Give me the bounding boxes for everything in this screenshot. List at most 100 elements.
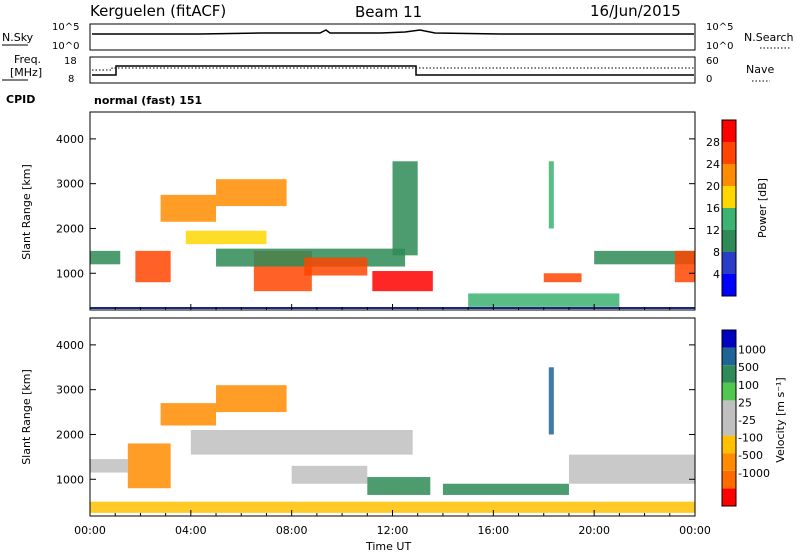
colorbar-segment	[722, 120, 736, 142]
colorbar-segment	[722, 400, 736, 418]
heatmap-cell	[548, 367, 554, 435]
colorbar-segment	[722, 470, 736, 489]
heatmap-cell	[160, 194, 217, 222]
colorbar-tick-label: 16	[706, 202, 720, 215]
x-tick-label: 20:00	[578, 524, 610, 537]
power-axis: 1000 2000 3000 4000	[56, 133, 696, 310]
heatmap-cell	[190, 429, 413, 455]
colorbar-segment	[722, 347, 736, 366]
colorbar-segment	[722, 274, 736, 296]
heatmap-cell	[568, 454, 695, 484]
heatmap-cell	[392, 161, 418, 256]
heatmap-cell	[468, 293, 620, 307]
time-axis: 00:00 04:00 08:00 12:00 16:00 20:00 00:00	[74, 524, 711, 537]
freq-right-tick-bottom: 0	[706, 74, 712, 85]
heatmap-cell	[304, 257, 368, 276]
nsky-left-tick-bottom: 10^0	[52, 41, 79, 52]
y-tick-label: 1000	[56, 267, 84, 280]
power-heatmap	[90, 161, 695, 309]
x-tick-label: 08:00	[276, 524, 308, 537]
freq-left-tick-bottom: 8	[68, 74, 74, 85]
x-tick-label: 04:00	[175, 524, 207, 537]
power-y-axis-label: Slant Range [km]	[20, 164, 33, 260]
heatmap-cell	[543, 273, 582, 283]
y-tick-label: 4000	[56, 133, 84, 146]
y-tick-label: 2000	[56, 428, 84, 441]
nsky-trace	[92, 29, 694, 35]
beam-title: Beam 11	[355, 3, 422, 21]
colorbar-tick-label: 20	[706, 180, 720, 193]
heatmap-cell	[291, 465, 368, 484]
colorbar-tick-label: 8	[713, 246, 720, 259]
heatmap-cell	[216, 179, 287, 207]
x-axis-label: Time UT	[365, 540, 411, 553]
colorbar-tick-label: 25	[738, 396, 752, 409]
x-tick-label: 00:00	[74, 524, 106, 537]
y-tick-label: 3000	[56, 178, 84, 191]
nave-label: Nave	[746, 63, 774, 76]
velocity-colorbar-label: Velocity [m s⁻¹]	[774, 377, 787, 462]
heatmap-cell	[185, 230, 267, 245]
colorbar-frame	[721, 329, 737, 507]
colorbar-segment	[722, 488, 736, 506]
colorbar-tick-label: 100	[738, 379, 759, 392]
nsky-right-tick-bottom: 10^0	[706, 41, 733, 52]
colorbar-segment	[722, 142, 736, 164]
velocity-y-axis-label: Slant Range [km]	[20, 369, 33, 465]
colorbar-tick-label: -100	[738, 432, 763, 445]
colorbar-tick-label: 28	[706, 136, 720, 149]
colorbar-tick-label: -1000	[738, 467, 770, 480]
power-colorbar-label: Power [dB]	[756, 178, 769, 238]
x-tick-label: 16:00	[477, 524, 509, 537]
heatmap-cell	[127, 443, 171, 489]
power-colorbar: 4 8 12 16 20 24 28	[706, 119, 737, 297]
colorbar-tick-label: -25	[738, 414, 756, 427]
colorbar-segment	[722, 186, 736, 208]
colorbar-segment	[722, 230, 736, 252]
colorbar-tick-label: 4	[713, 268, 720, 281]
colorbar-segment	[722, 330, 736, 348]
nsky-label: N.Sky	[2, 31, 34, 44]
y-tick-label: 3000	[56, 384, 84, 397]
nsky-panel	[89, 23, 696, 51]
colorbar-tick-label: 24	[706, 158, 720, 171]
colorbar-segment	[722, 418, 736, 436]
colorbar-segment	[722, 164, 736, 186]
y-tick-label: 1000	[56, 473, 84, 486]
heatmap-cell	[367, 477, 431, 495]
colorbar-segment	[722, 453, 736, 471]
heatmap-cell	[160, 403, 217, 426]
heatmap-cell	[548, 161, 554, 229]
colorbar-frame	[721, 119, 737, 297]
colorbar-segment	[722, 208, 736, 230]
x-tick-label: 12:00	[377, 524, 409, 537]
heatmap-cell	[90, 459, 128, 473]
heatmap-cell	[372, 271, 433, 292]
freq-trace	[92, 65, 694, 76]
x-tick-label: 00:00	[679, 524, 711, 537]
heatmap-cell	[442, 483, 569, 495]
freq-right-tick-top: 60	[706, 56, 719, 67]
colorbar-segment	[722, 382, 736, 401]
station-title: Kerguelen (fitACF)	[90, 2, 226, 20]
date-title: 16/Jun/2015	[590, 2, 681, 20]
freq-label-line2: [MHz]	[10, 66, 42, 79]
cpid-mode: normal (fast) 151	[94, 94, 202, 107]
nsky-left-tick-top: 10^5	[52, 22, 79, 33]
colorbar-tick-label: 12	[706, 224, 720, 237]
nsearch-label: N.Search	[744, 31, 794, 44]
colorbar-segment	[722, 435, 736, 454]
y-tick-label: 2000	[56, 222, 84, 235]
nsky-right-tick-top: 10^5	[706, 22, 733, 33]
heatmap-cell	[90, 250, 121, 265]
colorbar-segment	[722, 365, 736, 383]
heatmap-cell	[90, 501, 695, 513]
heatmap-cell	[594, 250, 695, 265]
cpid-label: CPID	[6, 93, 35, 106]
nave-trace	[92, 67, 694, 71]
velocity-axis: 1000 2000 3000 4000	[56, 339, 696, 516]
colorbar-segment	[722, 252, 736, 274]
heatmap-cell	[674, 250, 695, 283]
freq-label-line1: Freq.	[14, 53, 41, 66]
